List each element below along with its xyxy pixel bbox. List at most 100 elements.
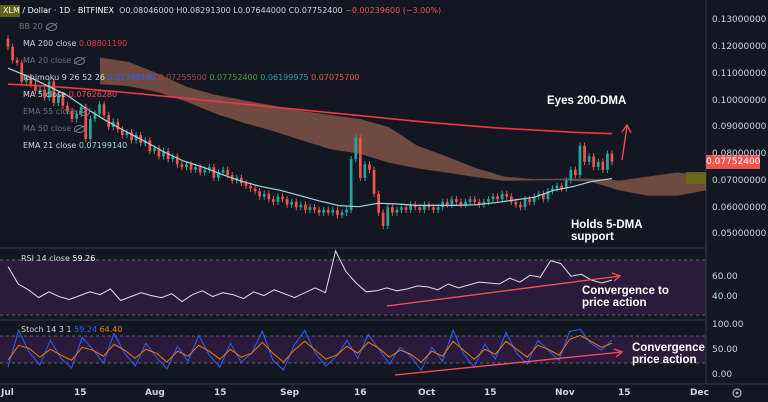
candle-body: [363, 164, 367, 178]
time-tick-label: 16: [354, 388, 367, 398]
candle-body: [400, 207, 403, 210]
candle-body: [153, 148, 156, 152]
rsi-tick-label: 60.00: [712, 272, 738, 283]
symbol-title[interactable]: XLM / Dollar · 1D · BITFINEX: [3, 6, 115, 15]
candle-body: [43, 89, 46, 98]
legend-ichimoku[interactable]: Ichimoku 9 26 52 26 0.07788100 0.0725550…: [23, 72, 360, 83]
candle-body: [564, 180, 568, 189]
settings-gear-icon[interactable]: [732, 388, 742, 398]
legend-ema55-label: EMA 55 close: [23, 107, 77, 116]
price-tick-label: 0.07000000: [712, 175, 767, 186]
candle-body: [185, 164, 188, 168]
price-tick-label: 0.11000000: [712, 68, 767, 79]
candle-body: [11, 46, 14, 61]
candle-body: [596, 161, 600, 168]
time-tick-label: 15: [618, 388, 631, 398]
legend-ichimoku-label: Ichimoku 9 26 52 26: [23, 73, 105, 82]
stoch-tick-label: 50.00: [712, 345, 738, 356]
candle-body: [34, 84, 37, 91]
candle-body: [29, 77, 33, 85]
candle-body: [459, 201, 463, 205]
candle-body: [404, 207, 408, 210]
candle-body: [175, 156, 179, 165]
legend-ema55[interactable]: EMA 55 close: [23, 106, 91, 117]
candle-body: [285, 199, 289, 205]
candle-body: [75, 113, 78, 119]
candle-body: [249, 185, 252, 189]
bb-cloud-remnant: [0, 5, 20, 17]
candle-body: [413, 204, 417, 208]
price-tick-label: 0.12000000: [712, 42, 767, 53]
legend-ma5[interactable]: MA 5 close 0.07626280: [23, 89, 117, 100]
candle-body: [610, 153, 614, 162]
candle-body: [578, 145, 582, 176]
candle-body: [38, 89, 42, 91]
candle-body: [381, 212, 385, 226]
candle-body: [322, 209, 326, 213]
time-tick-label: Oct: [418, 388, 436, 398]
legend-bb[interactable]: BB 20: [19, 21, 57, 32]
candle-body: [134, 135, 138, 141]
candle-body: [519, 204, 522, 208]
candle-body: [336, 209, 339, 216]
legend-ichimoku-v3: 0.07752400: [209, 73, 258, 82]
hidden-eye-icon[interactable]: [79, 107, 91, 116]
candle-body: [194, 167, 197, 170]
candle-body: [217, 172, 220, 178]
hidden-eye-icon[interactable]: [74, 56, 86, 65]
time-tick-label: Jul: [1, 388, 14, 398]
legend-ema21[interactable]: EMA 21 close 0.07199140: [23, 140, 127, 151]
stoch-legend[interactable]: Stoch 14 3 1 59.24 64.40: [21, 325, 122, 334]
candle-body: [560, 185, 563, 189]
candle-body: [372, 169, 376, 194]
candle-body: [455, 199, 458, 202]
candle-body: [491, 196, 495, 200]
annotation-rsi-convergence: Convergence to price action: [582, 285, 669, 309]
legend-ichimoku-v2: 0.07255500: [158, 73, 207, 82]
candle-body: [157, 148, 161, 157]
legend-bb-label: BB 20: [19, 22, 43, 31]
ohlc-close: C0.07752400: [288, 6, 343, 15]
candle-body: [606, 153, 609, 170]
indicator-legend: BB 20 MA 200 close 0.08801190 MA 20 clos…: [0, 0, 706, 160]
candle-body: [70, 111, 74, 119]
candle-body: [20, 62, 24, 82]
candle-body: [313, 207, 316, 210]
rsi-legend[interactable]: RSI 14 close 59.26: [21, 254, 95, 263]
candle-body: [308, 207, 312, 210]
legend-ma50[interactable]: MA 50 close: [23, 123, 86, 134]
candle-body: [107, 115, 110, 127]
ohlc-change: −0.00239600 (−3.00%): [345, 6, 442, 15]
candle-body: [551, 188, 554, 192]
stoch-label: Stoch 14 3 1: [21, 325, 72, 334]
candle-body: [409, 204, 412, 210]
legend-ma20[interactable]: MA 20 close: [23, 55, 86, 66]
candle-body: [61, 94, 65, 106]
hidden-eye-icon[interactable]: [74, 124, 86, 133]
stoch-d-line: [7, 334, 613, 363]
hidden-eye-icon[interactable]: [45, 22, 57, 31]
candle-body: [546, 191, 550, 200]
rsi-label: RSI 14 close: [21, 254, 70, 263]
rsi-tick-label: 40.00: [712, 291, 738, 302]
candle-body: [180, 164, 184, 168]
legend-ma200[interactable]: MA 200 close 0.08801190: [23, 38, 127, 49]
annotation-eyes-200dma: Eyes 200-DMA: [547, 95, 627, 107]
candle-body: [587, 156, 591, 162]
price-tick-label: 0.10000000: [712, 95, 767, 106]
price-tick-label: 0.05000000: [712, 229, 767, 240]
candle-body: [523, 199, 527, 208]
candle-body: [253, 188, 257, 192]
candle-body: [52, 81, 56, 103]
candle-body: [258, 191, 261, 197]
ichimoku-cloud: [100, 57, 706, 196]
candle-body: [505, 193, 509, 197]
stoch-k-line: [7, 328, 613, 372]
ema21-line: [7, 67, 613, 208]
candle-body: [368, 164, 371, 170]
candle-body: [436, 207, 440, 210]
candle-body: [326, 209, 330, 213]
candle-body: [359, 137, 362, 178]
